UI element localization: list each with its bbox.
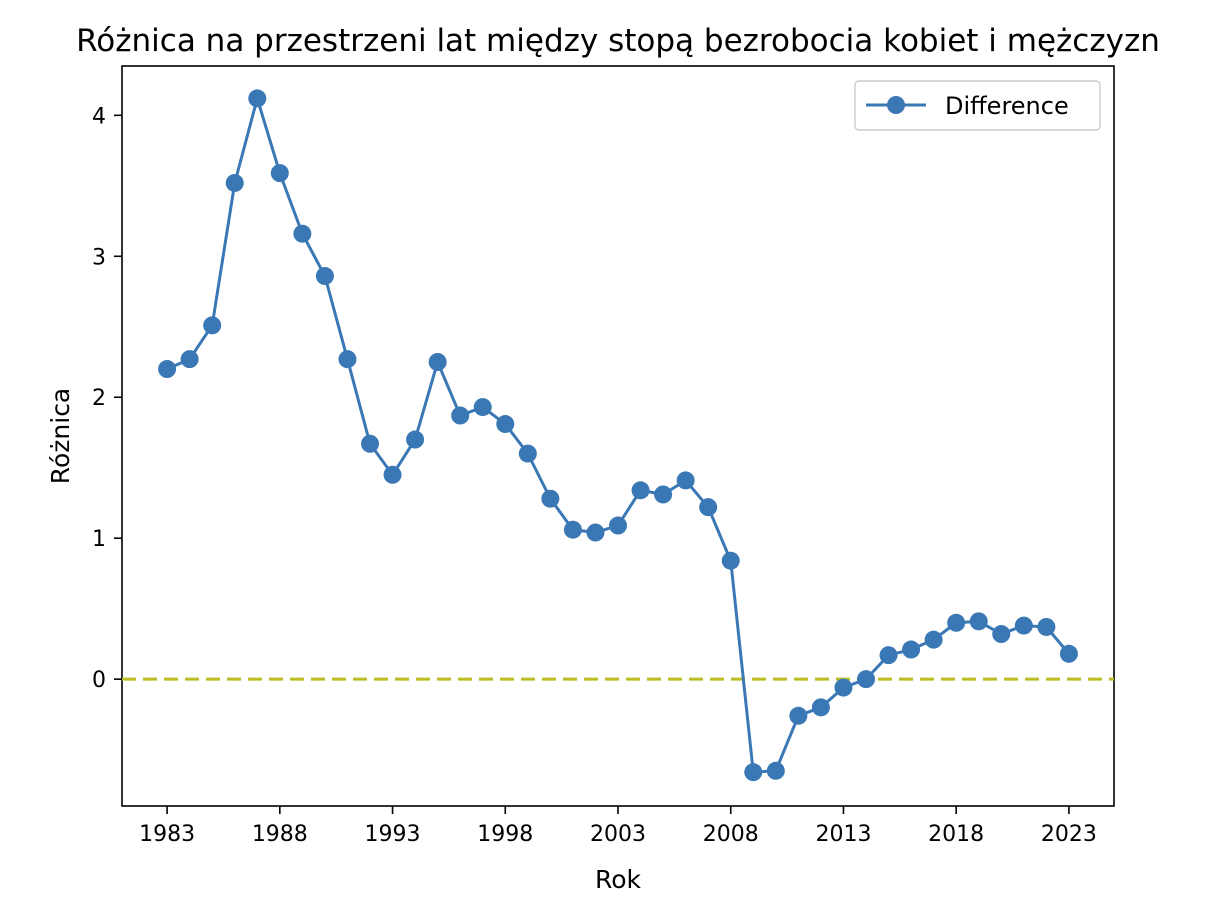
data-point <box>361 434 379 453</box>
data-point <box>586 523 605 542</box>
x-axis-label: Rok <box>595 865 642 894</box>
y-tick-label: 4 <box>92 104 106 129</box>
data-point <box>203 316 222 335</box>
axes-frame <box>121 65 1115 807</box>
data-point <box>451 406 470 425</box>
data-point <box>315 267 334 286</box>
data-point <box>270 164 289 183</box>
data-point <box>406 430 425 449</box>
series-group <box>158 89 1078 782</box>
x-tick-label: 1988 <box>252 822 308 847</box>
y-tick-label: 0 <box>92 668 106 693</box>
x-tick-label: 1998 <box>477 822 533 847</box>
data-point <box>789 706 808 725</box>
plot-area <box>121 65 1115 807</box>
data-point <box>158 360 177 379</box>
data-point <box>428 353 447 371</box>
y-tick-label: 2 <box>92 386 106 411</box>
chart-title: Różnica na przestrzeni lat między stopą … <box>76 23 1160 59</box>
y-tick-label: 1 <box>92 527 106 552</box>
data-point <box>496 415 515 434</box>
series-line <box>166 96 1071 774</box>
x-tick-label: 2013 <box>815 822 871 847</box>
data-point <box>947 613 966 632</box>
data-point <box>225 173 244 192</box>
data-point <box>383 465 402 484</box>
legend-box <box>854 80 1101 131</box>
data-point <box>676 471 695 490</box>
x-tick-label: 1983 <box>139 822 195 847</box>
data-point <box>473 398 492 417</box>
data-point <box>992 625 1011 644</box>
data-point <box>902 640 921 659</box>
data-point <box>1014 616 1033 635</box>
data-point <box>1059 644 1078 663</box>
data-point <box>248 89 267 108</box>
x-tick-label: 2003 <box>590 822 646 847</box>
data-point <box>924 630 943 649</box>
x-axis-ticks: 1983 1988 1993 1998 2003 2008 2013 2018 2023 <box>139 806 1097 847</box>
data-point <box>338 350 357 369</box>
data-point <box>699 498 718 517</box>
data-point <box>654 485 673 504</box>
data-point <box>811 698 830 717</box>
legend: Difference <box>854 80 1101 131</box>
data-point <box>541 489 560 508</box>
data-point <box>834 678 853 697</box>
data-point <box>180 350 199 369</box>
legend-label: Difference <box>945 92 1069 120</box>
data-point <box>1037 617 1056 636</box>
data-point <box>969 612 988 631</box>
data-point <box>744 763 763 782</box>
x-tick-label: 2023 <box>1041 822 1097 847</box>
data-point <box>609 516 627 535</box>
y-axis-label: Różnica <box>46 388 75 485</box>
y-tick-label: 3 <box>92 245 106 270</box>
data-point <box>631 481 650 500</box>
data-point <box>518 444 537 463</box>
x-tick-label: 2018 <box>928 822 984 847</box>
y-axis-ticks: 0 1 2 3 4 <box>92 104 122 693</box>
data-point <box>563 520 582 539</box>
x-tick-label: 2008 <box>703 822 759 847</box>
data-point <box>766 761 785 780</box>
legend-marker-swatch <box>887 96 905 114</box>
data-point <box>293 224 312 243</box>
data-point <box>721 551 740 570</box>
x-tick-label: 1993 <box>365 822 421 847</box>
data-point <box>879 646 898 665</box>
data-point <box>857 670 875 689</box>
